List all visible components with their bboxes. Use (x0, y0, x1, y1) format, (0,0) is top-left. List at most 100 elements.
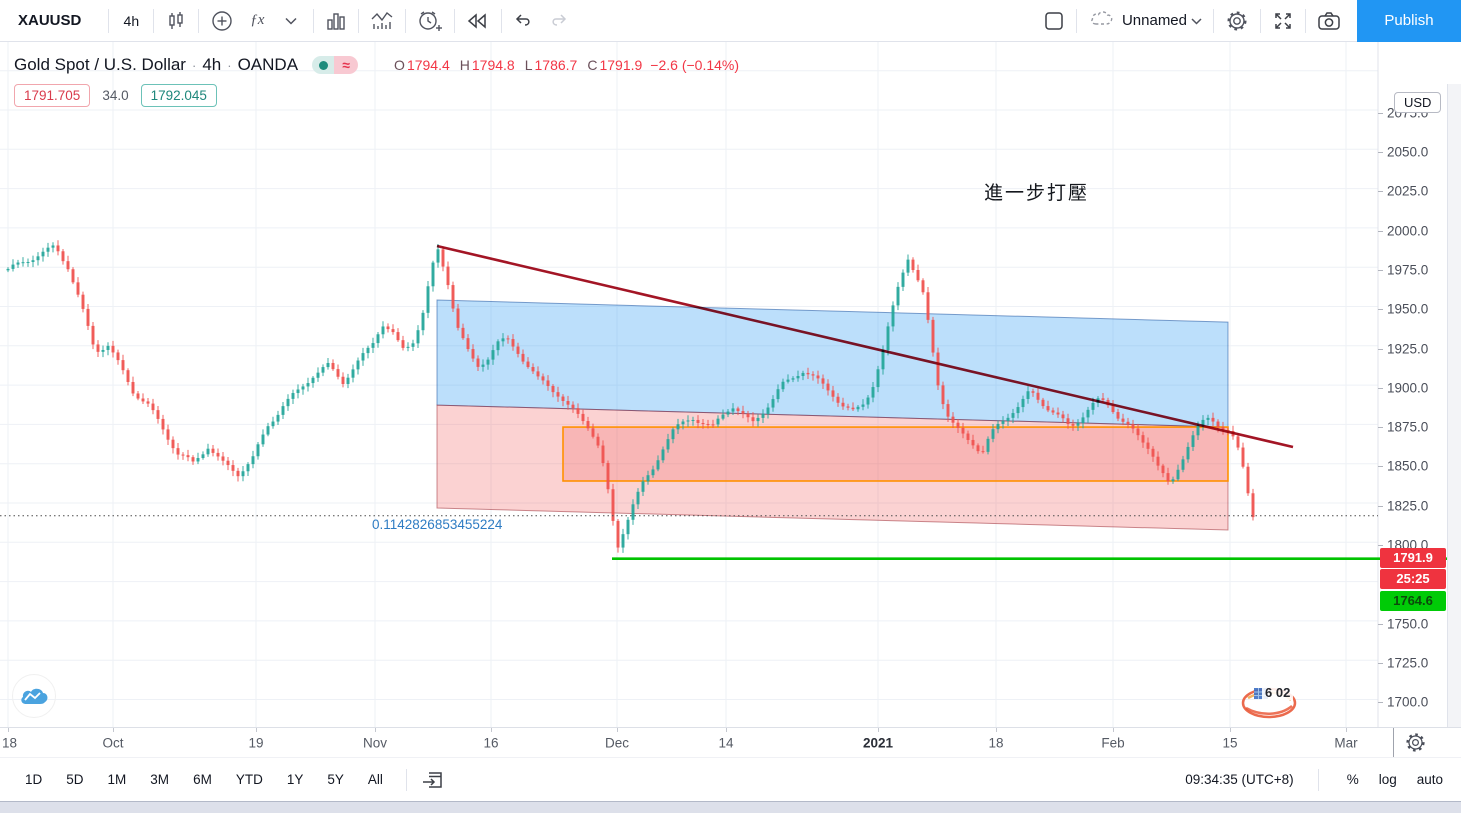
templates-button[interactable] (364, 4, 400, 38)
range-button-5y[interactable]: 5Y (327, 772, 344, 787)
publish-button[interactable]: Publish (1357, 0, 1461, 42)
time-axis-label: Mar (1334, 735, 1358, 750)
chart-style-candles-button[interactable] (159, 4, 193, 38)
time-axis-tick (1113, 728, 1114, 732)
chevron-down-icon (285, 17, 297, 25)
price-axis-label: 1750.0 (1387, 616, 1429, 632)
time-axis-label: 18 (2, 735, 18, 750)
alert-level-badge: 1764.6 (1380, 590, 1446, 611)
top-toolbar: XAUUSD 4h ƒx (0, 0, 1461, 42)
currency-badge[interactable]: USD (1394, 92, 1442, 113)
range-button-6m[interactable]: 6M (193, 772, 212, 787)
legend-separator: · (227, 57, 232, 73)
symbol-button[interactable]: XAUUSD (18, 12, 82, 29)
price-axis[interactable]: USD 1791.9 25:25 1764.6 2075.02050.02025… (1378, 84, 1461, 769)
low-label: L (524, 57, 533, 73)
time-axis-label: 14 (718, 735, 734, 750)
price-chart-canvas[interactable] (0, 42, 1461, 727)
price-axis-tick (1378, 152, 1383, 153)
time-axis-tick (113, 728, 114, 732)
toolbar-separator (153, 8, 155, 33)
plus-circle-icon (210, 9, 234, 33)
save-layout-button[interactable]: Unnamed (1082, 4, 1208, 38)
indicators-dropdown-button[interactable] (274, 4, 308, 38)
fullscreen-button[interactable] (1266, 4, 1300, 38)
toolbar-separator (1075, 8, 1077, 33)
open-value: 1794.4 (406, 57, 450, 73)
redo-button[interactable] (541, 4, 575, 38)
price-axis-tick (1378, 112, 1383, 114)
toolbar-separator (108, 8, 110, 33)
time-axis-label: Oct (102, 735, 124, 750)
interval-button[interactable]: 4h (123, 12, 140, 29)
snapshot-button[interactable] (1311, 4, 1347, 38)
price-axis-tick (1378, 545, 1383, 546)
range-button-ytd[interactable]: YTD (235, 772, 263, 787)
range-button-all[interactable]: All (367, 772, 383, 787)
symbol-title-label[interactable]: Gold Spot / U.S. Dollar (14, 55, 186, 74)
window-bottom-strip (0, 801, 1461, 813)
auto-scale-toggle[interactable]: auto (1416, 772, 1443, 787)
price-axis-tick (1378, 191, 1383, 193)
goto-date-button[interactable] (415, 763, 451, 797)
window-edge-strip (1447, 84, 1461, 813)
time-axis-tick (878, 728, 879, 732)
bar-countdown-badge: 25:25 (1380, 568, 1446, 589)
toolbar-separator (1317, 768, 1319, 791)
price-axis-tick (1378, 427, 1383, 429)
time-axis-tick (1230, 728, 1231, 732)
delayed-data-icon: ≈ (334, 56, 359, 74)
fib-ratio-label[interactable]: 0.1142826853455224 (372, 517, 503, 532)
toolbar-separator (501, 8, 503, 33)
chart-settings-button[interactable] (1219, 4, 1255, 38)
fundamentals-button[interactable] (319, 4, 353, 38)
session-clock[interactable]: 09:34:35 (UTC+8) (1185, 772, 1294, 787)
indicators-button[interactable]: ƒx (250, 12, 265, 28)
range-button-5d[interactable]: 5D (66, 772, 84, 787)
price-level-box-teal[interactable]: 1792.045 (140, 84, 217, 107)
time-axis-label: 16 (483, 735, 499, 750)
compare-add-button[interactable] (204, 4, 240, 38)
toolbar-separator (358, 8, 360, 33)
goto-date-icon (421, 769, 445, 791)
spread-value: 34.0 (102, 88, 129, 103)
range-button-1d[interactable]: 1D (25, 772, 43, 787)
price-level-box-red[interactable]: 1791.705 (14, 84, 91, 107)
data-status-pill[interactable]: ≈ (312, 56, 359, 74)
legend-exchange-label[interactable]: OANDA (237, 55, 299, 74)
log-scale-toggle[interactable]: log (1378, 772, 1397, 787)
watermark-badge-text: 6 02 (1262, 685, 1294, 700)
time-axis-tick (617, 728, 618, 732)
percent-scale-toggle[interactable]: % (1346, 772, 1359, 787)
price-axis-label: 1825.0 (1387, 498, 1429, 514)
price-axis-tick (1378, 623, 1383, 625)
chinese-annotation[interactable]: 進一步打壓 (984, 182, 1090, 204)
replay-button[interactable] (460, 4, 496, 38)
price-scale-settings-button[interactable] (1404, 731, 1427, 759)
undo-button[interactable] (507, 4, 541, 38)
toolbar-separator (198, 8, 200, 33)
time-axis-label: 19 (248, 735, 264, 750)
legend-interval-label[interactable]: 4h (202, 55, 222, 74)
price-axis-label: 1875.0 (1387, 419, 1429, 435)
price-axis-tick (1378, 309, 1383, 311)
time-axis-label: Dec (604, 735, 630, 750)
range-button-1y[interactable]: 1Y (286, 772, 304, 787)
time-axis-label: 15 (1222, 735, 1238, 750)
toolbar-separator (1260, 8, 1261, 33)
range-button-3m[interactable]: 3M (150, 772, 170, 787)
time-axis[interactable]: 18 Oct 19 Nov 16 Dec 14 2021 18 Feb 15 Mar (0, 727, 1461, 759)
range-button-1m[interactable]: 1M (107, 772, 127, 787)
price-axis-tick (1378, 702, 1383, 704)
toolbar-separator (454, 8, 456, 33)
alert-button[interactable] (411, 4, 449, 38)
chart-pane[interactable]: Gold Spot / U.S. Dollar · 4h · OANDA ≈ O… (0, 42, 1461, 813)
toolbar-separator (405, 8, 407, 33)
fullscreen-arrows-icon (1272, 10, 1294, 32)
layout-select-button[interactable] (1037, 4, 1071, 38)
price-axis-label: 2000.0 (1387, 223, 1429, 239)
layout-square-icon (1043, 10, 1065, 32)
price-axis-label: 2025.0 (1387, 183, 1429, 199)
axis-corner-separator (1393, 728, 1394, 758)
